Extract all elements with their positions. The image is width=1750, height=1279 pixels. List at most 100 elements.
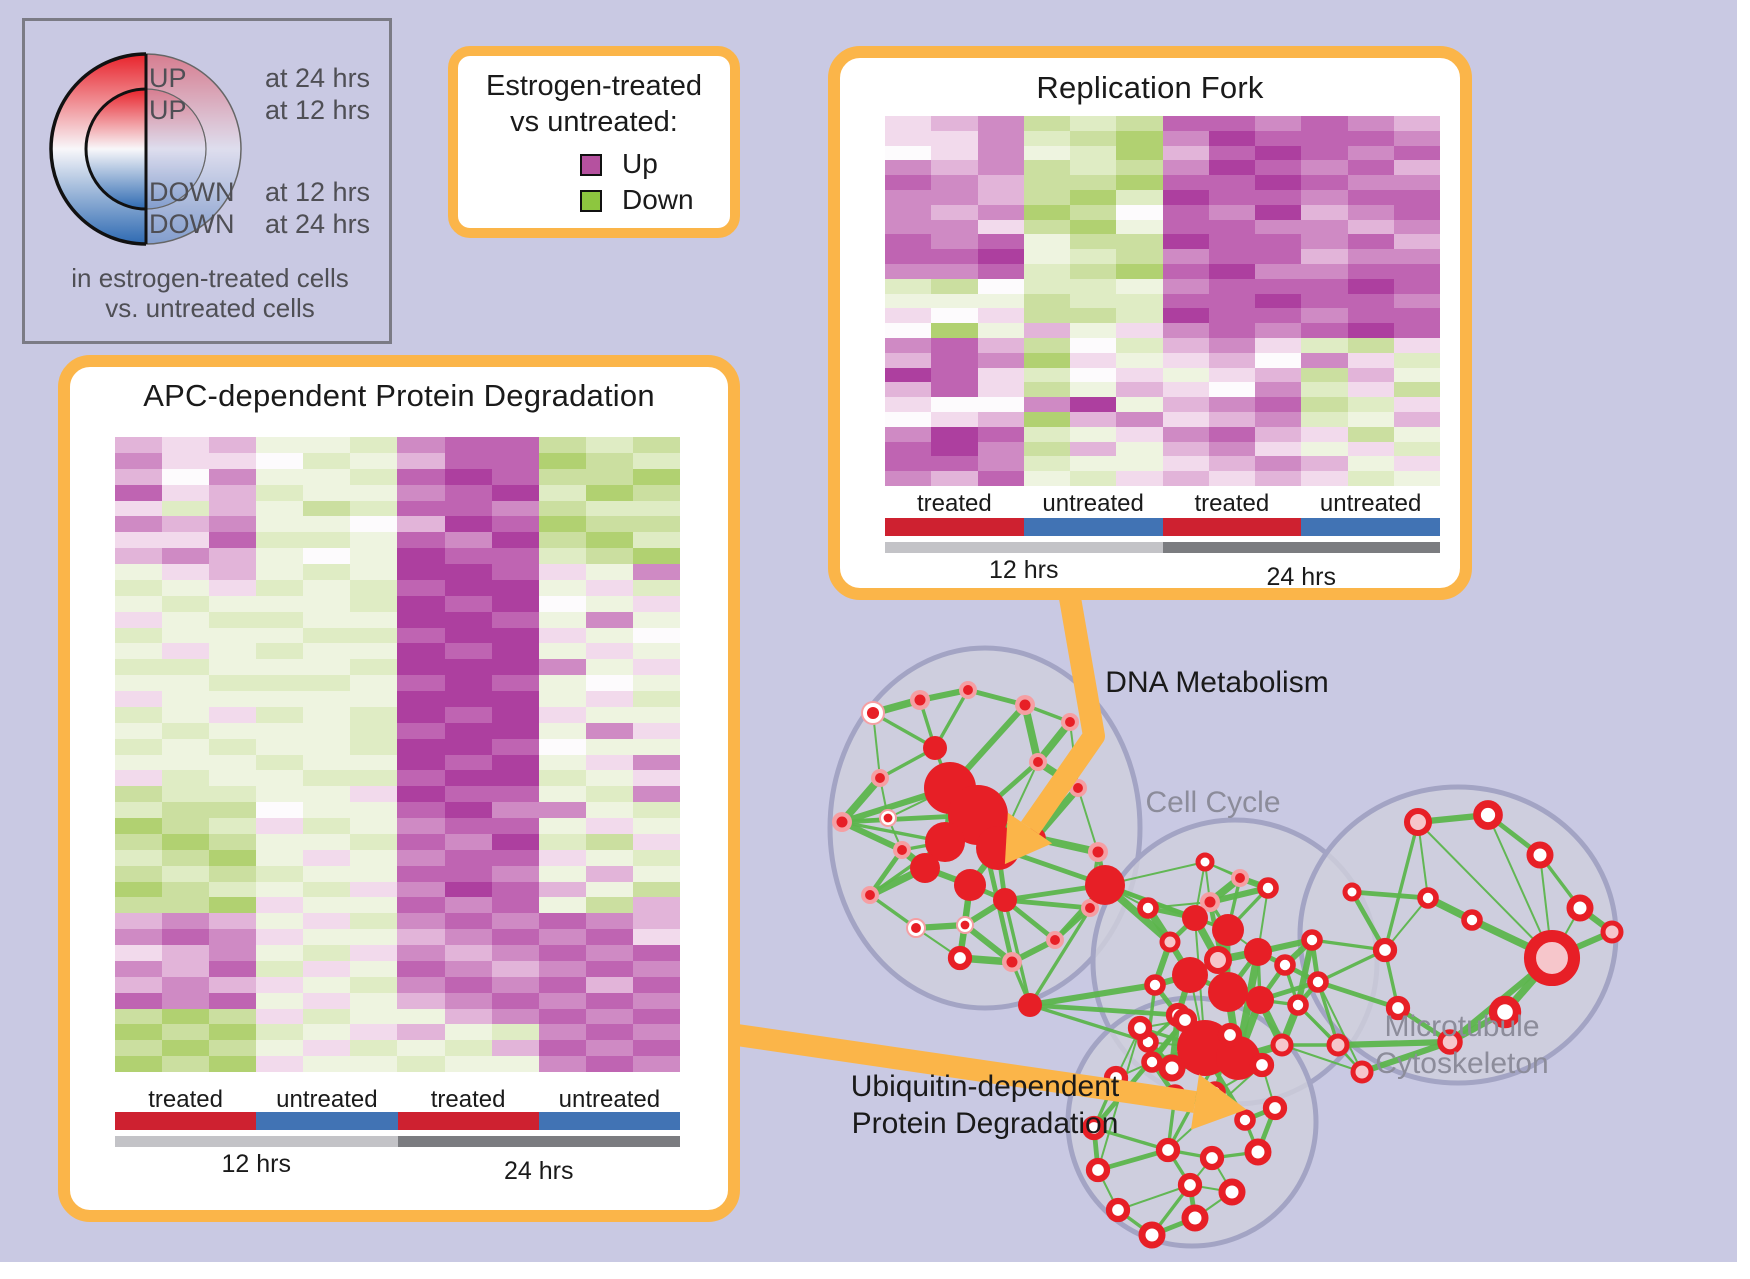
- heatmap-cell: [1162, 426, 1209, 442]
- heatmap-cell: [585, 913, 633, 930]
- heatmap-cell: [209, 833, 257, 850]
- network-edge: [1317, 979, 1399, 1011]
- heatmap-cell: [931, 397, 978, 412]
- heatmap-cell: [538, 691, 586, 707]
- heatmap-cell: [1116, 456, 1163, 472]
- network-node-core: [883, 813, 893, 823]
- heatmap-cell: [1255, 382, 1302, 398]
- legend-caption-line2: vs. untreated cells: [105, 293, 315, 323]
- heatmap-cell: [1347, 130, 1394, 146]
- heatmap-cell: [1255, 352, 1302, 368]
- heatmap-cell: [585, 992, 633, 1009]
- heatmap-cell: [162, 452, 210, 469]
- network-node: [1199, 1145, 1225, 1171]
- network-node: [1600, 920, 1624, 944]
- apc-24hrs-bar: [397, 1136, 680, 1147]
- heatmap-cell: [444, 786, 492, 803]
- heatmap-cell: [1393, 130, 1440, 146]
- heatmap-cell: [1070, 145, 1117, 161]
- heatmap-cell: [162, 691, 210, 707]
- heatmap-cell: [397, 1008, 445, 1025]
- heatmap-cell: [1116, 145, 1163, 161]
- heatmap-cell: [977, 278, 1024, 294]
- connector-arrow-head: [1190, 1074, 1247, 1130]
- heatmap-cell: [1162, 130, 1209, 146]
- heatmap-cell: [585, 691, 633, 707]
- heatmap-cell: [397, 722, 445, 739]
- heatmap-cell: [303, 516, 351, 533]
- heatmap-cell: [209, 913, 257, 930]
- rf-group-untreated-24: untreated: [1319, 490, 1422, 517]
- heatmap-cell: [1116, 411, 1163, 427]
- heatmap-cell: [256, 960, 304, 977]
- network-node: [1218, 1178, 1246, 1206]
- network-node: [1523, 929, 1581, 987]
- heatmap-cell: [115, 738, 163, 755]
- heatmap-cell: [585, 770, 633, 787]
- heatmap-cell: [1301, 160, 1348, 176]
- legend-down-12-time: at 12 hrs: [265, 177, 371, 207]
- heatmap-cell: [209, 468, 257, 485]
- network-node: [1307, 971, 1329, 993]
- apc-group-untreated-24: untreated: [558, 1086, 661, 1113]
- network-node: [1216, 1036, 1260, 1080]
- heatmap-cell: [256, 516, 304, 533]
- heatmap-cell: [1347, 352, 1394, 368]
- heatmap-cell: [350, 659, 398, 676]
- heatmap-cell: [256, 770, 304, 787]
- heatmap-cell: [1347, 189, 1394, 205]
- network-node: [1350, 1060, 1374, 1084]
- heatmap-cell: [162, 786, 210, 803]
- heatmap-cell: [491, 818, 539, 834]
- network-node: [1234, 1109, 1256, 1131]
- heatmap-cell: [1208, 234, 1255, 250]
- heatmap-cell: [350, 548, 398, 564]
- heatmap-cell: [1208, 130, 1255, 146]
- connector-arrow-shaft: [1020, 596, 1105, 835]
- heatmap-cell: [350, 818, 398, 834]
- heatmap-cell: [632, 1040, 680, 1057]
- heatmap-cell: [1301, 411, 1348, 427]
- heatmap-cell: [538, 1040, 586, 1057]
- heatmap-cell: [397, 532, 445, 549]
- heatmap-cell: [1301, 426, 1348, 442]
- heatmap-cell: [115, 833, 163, 850]
- heatmap-cell: [1023, 411, 1070, 427]
- heatmap-cell: [1208, 337, 1255, 353]
- heatmap-cell: [444, 1040, 492, 1057]
- heatmap-cell: [1023, 323, 1070, 338]
- heatmap-cell: [209, 548, 257, 564]
- heatmap-cell: [491, 722, 539, 739]
- heatmap-cell: [397, 468, 445, 485]
- network-node: [1138, 1221, 1166, 1249]
- heatmap-cell: [350, 802, 398, 818]
- heatmap-cell: [1208, 426, 1255, 442]
- heatmap-cell: [115, 1008, 163, 1025]
- heatmap-cell: [1208, 323, 1255, 338]
- heatmap-cell: [1301, 471, 1348, 486]
- heatmap-cell: [1208, 382, 1255, 398]
- heatmap-cell: [1347, 263, 1394, 279]
- heatmap-cell: [444, 992, 492, 1009]
- network-node: [1181, 1204, 1209, 1232]
- heatmap-cell: [977, 160, 1024, 176]
- heatmap-cell: [162, 945, 210, 961]
- rf-24hrs-bar: [1162, 542, 1440, 553]
- heatmap-cell: [444, 945, 492, 961]
- heatmap-cell: [350, 627, 398, 644]
- heatmap-cell: [1023, 145, 1070, 161]
- network-node: [1158, 1054, 1186, 1082]
- heatmap-cell: [1116, 337, 1163, 353]
- heatmap-cell: [491, 675, 539, 691]
- heatmap-cell: [115, 595, 163, 612]
- network-node: [1018, 993, 1042, 1017]
- heatmap-cell: [115, 865, 163, 882]
- heatmap-cell: [491, 595, 539, 612]
- heatmap-cell: [162, 722, 210, 739]
- heatmap-cell: [115, 675, 163, 691]
- heatmap-cell: [632, 929, 680, 945]
- heatmap-cell: [444, 865, 492, 882]
- heatmap-cell: [491, 754, 539, 771]
- heatmap-cell: [538, 564, 586, 580]
- heatmap-cell: [538, 786, 586, 803]
